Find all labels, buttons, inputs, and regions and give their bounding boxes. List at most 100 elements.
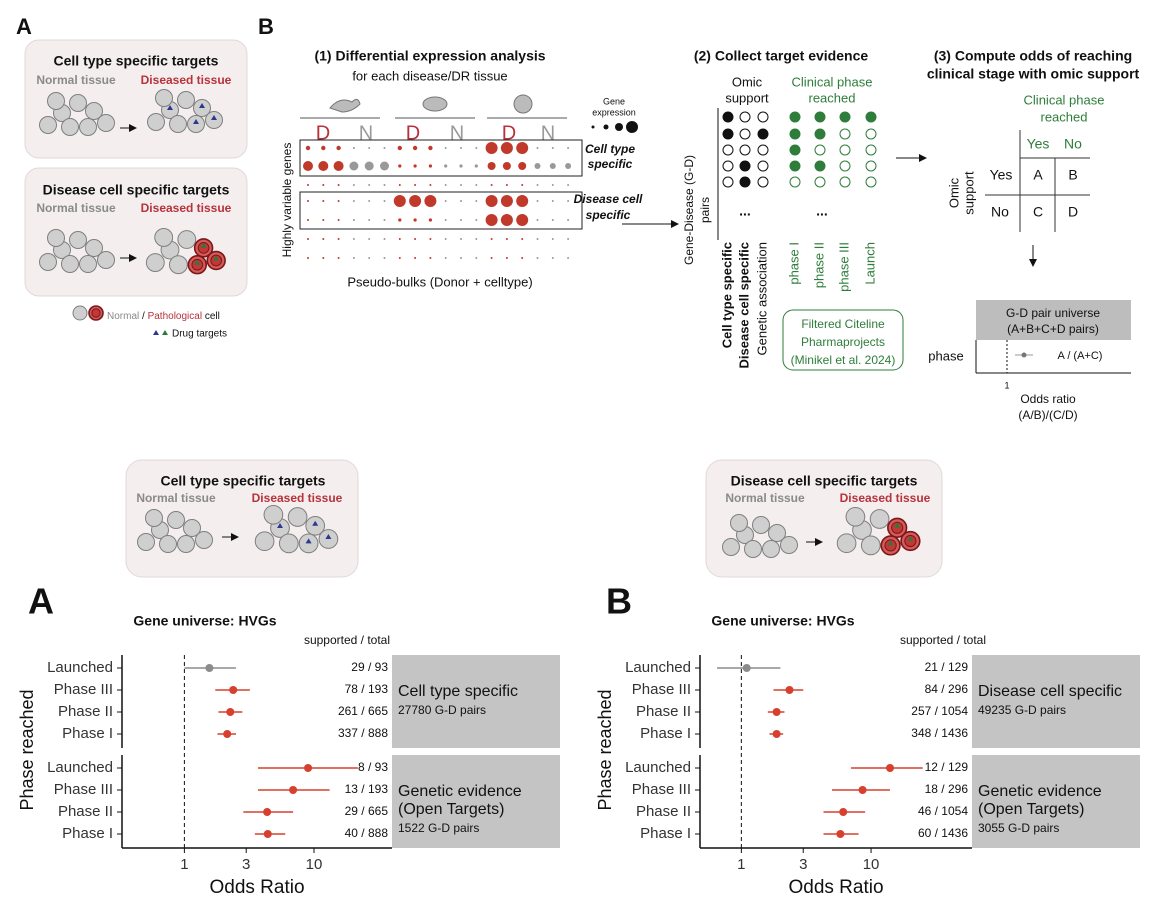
universe-box [976,300,1131,340]
expression-dot [444,147,447,149]
point [772,730,781,738]
evidence-dot [739,128,751,140]
expression-dot [428,164,432,168]
drug-target [153,330,159,335]
group-box [392,755,560,848]
group-box [972,655,1140,748]
label: Clinical phase [792,74,873,89]
label: 1 [180,856,188,873]
label: Launched [47,759,113,776]
label: Gene [603,96,625,106]
cell [47,229,65,247]
expression-dot [536,147,539,149]
point [223,730,232,738]
expression-dot [307,219,309,221]
cell [79,255,97,273]
cell [768,524,786,542]
expression-dot [536,219,539,221]
expression-dot [368,219,371,221]
label: ... [739,203,751,219]
label: Clinical phase [1024,92,1105,107]
label: Phase II [58,803,113,820]
label: N [450,122,464,144]
expression-dot [383,184,386,186]
expression-dot [322,257,325,259]
drug-target [193,119,199,124]
expression-dot [322,200,325,202]
label: Genetic association [754,242,769,355]
point [205,664,214,672]
label: G-D pair universe [1006,306,1100,320]
evidence-dot [739,160,751,172]
cell [722,538,740,556]
label: Launched [625,759,691,776]
drug-target [194,259,201,265]
expression-dot [352,184,355,186]
label: (Open Targets) [978,801,1084,818]
expression-dot [516,214,529,226]
label: Cell type [585,142,635,156]
expression-dot [516,142,529,154]
expression-dot [475,219,478,221]
label: expression [592,107,636,117]
expression-dot [322,238,325,240]
label: 1 [737,856,745,873]
label: specific [586,208,631,222]
evidence-dot [739,176,751,188]
source-box [782,309,904,371]
expression-dot [500,195,513,207]
cell [145,509,163,527]
expression-dot [383,200,386,202]
expression-dot [444,219,447,221]
expression-dot [485,142,498,154]
cell-icon [422,96,448,112]
expression-dot [318,161,329,171]
legend-text: Pathological [148,311,202,322]
label: No [991,204,1009,220]
label: B [258,14,274,39]
point [886,764,895,772]
evidence-dot [839,111,851,123]
evidence-dot [722,160,734,172]
cell [137,533,155,551]
label: 49235 G-D pairs [978,703,1066,717]
cell [39,116,57,134]
label: 3055 G-D pairs [978,821,1059,835]
evidence-dot [757,176,769,188]
label: 3 [799,856,807,873]
expression-dot [383,219,386,221]
cell [47,92,65,110]
point [785,686,794,694]
label: 12 / 129 [925,760,969,774]
expression-dot [337,184,340,186]
cell [168,255,188,275]
cell [69,94,87,112]
label: Phase II [636,803,691,820]
evidence-dot [722,111,734,123]
expression-dot [475,200,478,202]
cell [263,504,284,525]
label: supported / total [900,633,986,647]
expression-dot [485,214,498,226]
label: reached [809,90,856,105]
label: 13 / 193 [345,782,389,796]
label: Pharmaprojects [801,335,885,349]
label: 40 / 888 [345,826,389,840]
label: 10 [306,856,323,873]
expression-dot [398,184,401,186]
expression-dot [460,200,462,202]
cell [61,118,79,136]
drug-target [312,520,319,526]
expression-dot [352,200,355,202]
evidence-dot [839,128,851,140]
label: C [1033,204,1043,220]
cell [869,509,890,529]
expression-dot [413,164,417,168]
expression-dot [551,184,554,186]
label: Odds ratio [1020,392,1076,406]
point [226,708,235,716]
label: (3) Compute odds of reaching [934,48,1132,64]
label: (Minikel et al. 2024) [791,353,896,367]
evidence-dot [865,144,877,156]
label: phase I [786,242,801,285]
